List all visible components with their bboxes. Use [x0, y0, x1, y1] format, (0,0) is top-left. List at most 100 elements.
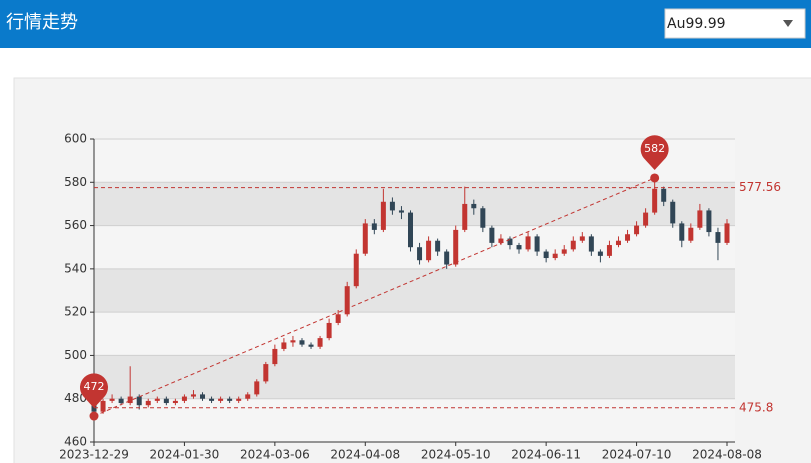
candle-body: [588, 236, 594, 252]
x-tick-label: 2024-08-08: [692, 448, 762, 462]
y-tick-label: 480: [64, 391, 87, 405]
dropdown-arrow[interactable]: [783, 20, 793, 27]
x-tick-label: 2024-04-08: [330, 448, 400, 462]
split-area: [94, 355, 735, 399]
y-tick-label: 520: [64, 305, 87, 319]
candle-body: [172, 400, 178, 404]
candle-body: [634, 225, 640, 235]
mark-point-dot: [89, 411, 99, 421]
candle-body: [290, 340, 296, 343]
candle-body: [480, 208, 486, 228]
candle-body: [344, 286, 350, 315]
candle-body: [236, 398, 242, 401]
y-tick-label: 560: [64, 218, 87, 232]
x-tick-label: 2024-03-06: [240, 448, 310, 462]
candle-body: [317, 338, 323, 347]
trend-line: [93, 177, 655, 417]
candle-body: [670, 201, 676, 224]
candle-body: [625, 234, 631, 241]
split-area: [94, 398, 735, 442]
selector-value[interactable]: Au99.99: [667, 16, 726, 32]
candle-body: [552, 253, 558, 259]
y-tick-label: 580: [64, 175, 87, 189]
mark-point-label: 582: [644, 142, 665, 155]
candle-body: [471, 203, 477, 209]
candle-body: [417, 247, 423, 261]
header-title: 行情走势: [6, 12, 78, 33]
x-tick-label: 2024-05-10: [421, 448, 491, 462]
candle-body: [218, 398, 224, 401]
candle-body: [118, 398, 124, 404]
mark-point-label: 472: [84, 380, 105, 393]
mark-line-label: 475.8: [739, 400, 773, 414]
candle-body: [615, 240, 621, 246]
candle-body: [570, 240, 576, 250]
split-area: [94, 225, 735, 269]
candle-body: [597, 251, 603, 256]
candle-body: [209, 398, 215, 401]
candle-body: [444, 251, 450, 265]
candle-body: [154, 398, 160, 401]
y-tick-label: 460: [64, 435, 87, 449]
candle-body: [272, 348, 278, 365]
candle-body: [408, 212, 413, 248]
candle-body: [91, 405, 97, 412]
candle-body: [561, 249, 567, 254]
candle-body: [145, 400, 151, 406]
candle-body: [362, 223, 368, 254]
candle-body: [245, 394, 251, 399]
candle-body: [462, 203, 468, 230]
candle-body: [715, 232, 721, 243]
candle-body: [181, 396, 187, 401]
candle-body: [371, 223, 377, 230]
candle-body: [453, 229, 459, 265]
candle-body: [724, 223, 730, 243]
candle-body: [109, 398, 115, 401]
candle-body: [299, 340, 305, 345]
x-tick-label: 2024-07-10: [602, 448, 672, 462]
candle-body: [389, 201, 395, 211]
candle-body: [127, 396, 133, 404]
candle-body: [335, 314, 341, 323]
candle-body: [643, 212, 649, 226]
candle-body: [525, 236, 531, 250]
candle-body: [163, 398, 169, 404]
candle-body: [516, 245, 522, 250]
candle-body: [281, 342, 287, 349]
candle-body: [507, 238, 513, 246]
candle-body: [398, 210, 404, 213]
split-area: [94, 182, 735, 226]
candle-body: [435, 240, 441, 252]
candle-body: [489, 227, 495, 243]
candle-body: [498, 238, 504, 243]
y-tick-label: 500: [64, 348, 87, 362]
candle-body: [679, 223, 685, 241]
candle-body: [380, 201, 386, 230]
candle-body: [697, 210, 703, 228]
y-tick-label: 600: [64, 132, 87, 146]
candle-body: [227, 398, 233, 401]
candle-body: [579, 236, 585, 241]
candle-body: [308, 344, 314, 347]
candle-body: [661, 188, 667, 202]
y-tick-label: 540: [64, 261, 87, 275]
candle-body: [254, 381, 260, 395]
x-tick-label: 2023-12-29: [59, 448, 129, 462]
split-area: [94, 268, 735, 313]
candle-body: [426, 240, 432, 261]
candle-body: [263, 364, 269, 382]
candle-body: [136, 396, 142, 406]
x-tick-label: 2024-01-30: [150, 448, 220, 462]
x-tick-label: 2024-06-11: [511, 448, 581, 462]
selector[interactable]: [664, 8, 806, 39]
candle-body: [534, 236, 540, 252]
candle-body: [100, 400, 106, 412]
candle-body: [190, 394, 196, 397]
split-area: [94, 139, 735, 183]
candle-body: [353, 253, 359, 287]
candle-body: [543, 251, 549, 259]
candle-body: [706, 210, 712, 233]
candle-body: [688, 227, 694, 241]
candle-body: [652, 188, 658, 213]
